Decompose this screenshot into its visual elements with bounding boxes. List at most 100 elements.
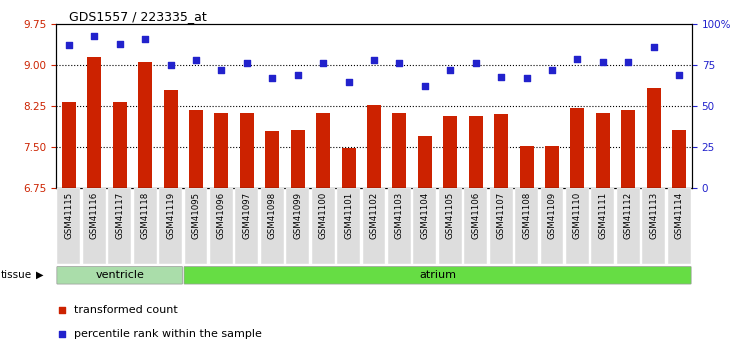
Point xyxy=(215,67,227,73)
Text: GSM41099: GSM41099 xyxy=(293,192,302,239)
Bar xyxy=(316,113,330,188)
Text: GSM41098: GSM41098 xyxy=(268,192,277,239)
Text: GSM41109: GSM41109 xyxy=(548,192,557,239)
Bar xyxy=(469,116,482,188)
FancyBboxPatch shape xyxy=(236,188,258,264)
Point xyxy=(546,67,558,73)
Text: ▶: ▶ xyxy=(36,270,43,280)
FancyBboxPatch shape xyxy=(465,188,487,264)
Text: GSM41095: GSM41095 xyxy=(191,192,200,239)
Text: GSM41117: GSM41117 xyxy=(115,192,124,239)
Bar xyxy=(266,131,279,188)
Point xyxy=(368,58,380,63)
Bar xyxy=(494,114,508,188)
Text: GDS1557 / 223335_at: GDS1557 / 223335_at xyxy=(69,10,206,23)
Text: GSM41110: GSM41110 xyxy=(573,192,582,239)
FancyBboxPatch shape xyxy=(159,188,182,264)
Point xyxy=(317,61,329,66)
Point xyxy=(267,0,279,5)
Point xyxy=(139,36,151,42)
FancyBboxPatch shape xyxy=(134,188,156,264)
FancyBboxPatch shape xyxy=(312,188,334,264)
Point xyxy=(495,74,507,79)
Text: GSM41114: GSM41114 xyxy=(675,192,684,239)
Bar xyxy=(164,90,177,188)
Text: GSM41103: GSM41103 xyxy=(395,192,404,239)
Bar xyxy=(545,146,559,188)
Text: GSM41119: GSM41119 xyxy=(166,192,175,239)
Text: GSM41097: GSM41097 xyxy=(242,192,251,239)
FancyBboxPatch shape xyxy=(490,188,512,264)
Text: GSM41100: GSM41100 xyxy=(319,192,328,239)
Point xyxy=(63,43,75,48)
Point xyxy=(470,61,482,66)
Bar xyxy=(520,146,533,188)
FancyBboxPatch shape xyxy=(185,188,207,264)
Text: GSM41104: GSM41104 xyxy=(420,192,429,239)
FancyBboxPatch shape xyxy=(57,267,183,284)
Text: tissue: tissue xyxy=(1,270,32,280)
FancyBboxPatch shape xyxy=(261,188,283,264)
Text: GSM41101: GSM41101 xyxy=(344,192,353,239)
Text: GSM41106: GSM41106 xyxy=(471,192,480,239)
Bar xyxy=(342,148,355,188)
FancyBboxPatch shape xyxy=(83,188,105,264)
Point xyxy=(571,56,583,61)
Point xyxy=(88,33,100,38)
FancyBboxPatch shape xyxy=(414,188,436,264)
Bar xyxy=(672,130,686,188)
Point xyxy=(266,76,278,81)
Bar xyxy=(622,110,635,188)
Point xyxy=(597,59,609,65)
Text: GSM41105: GSM41105 xyxy=(446,192,455,239)
Point xyxy=(267,218,279,224)
Point xyxy=(241,61,253,66)
Point xyxy=(444,67,456,73)
Bar xyxy=(596,113,610,188)
Bar xyxy=(571,108,584,188)
Text: GSM41116: GSM41116 xyxy=(90,192,99,239)
Point xyxy=(673,72,685,78)
FancyBboxPatch shape xyxy=(515,188,538,264)
FancyBboxPatch shape xyxy=(210,188,233,264)
Point xyxy=(622,59,634,65)
Point xyxy=(343,79,355,84)
Point xyxy=(114,41,126,47)
Text: transformed count: transformed count xyxy=(73,305,177,315)
Bar xyxy=(62,102,76,188)
Point xyxy=(190,58,202,63)
FancyBboxPatch shape xyxy=(566,188,589,264)
Bar xyxy=(444,116,457,188)
Text: GSM41113: GSM41113 xyxy=(649,192,658,239)
Point xyxy=(521,76,533,81)
Text: ventricle: ventricle xyxy=(95,270,144,280)
Bar xyxy=(189,110,203,188)
FancyBboxPatch shape xyxy=(184,267,691,284)
Text: GSM41118: GSM41118 xyxy=(141,192,150,239)
Bar xyxy=(215,113,228,188)
Text: percentile rank within the sample: percentile rank within the sample xyxy=(73,329,262,339)
Text: GSM41096: GSM41096 xyxy=(217,192,226,239)
Bar xyxy=(367,105,381,188)
FancyBboxPatch shape xyxy=(337,188,360,264)
Text: GSM41107: GSM41107 xyxy=(497,192,506,239)
FancyBboxPatch shape xyxy=(668,188,690,264)
FancyBboxPatch shape xyxy=(58,188,80,264)
Text: GSM41112: GSM41112 xyxy=(624,192,633,239)
Bar xyxy=(393,113,406,188)
Point xyxy=(419,84,431,89)
Bar xyxy=(138,62,152,188)
FancyBboxPatch shape xyxy=(388,188,411,264)
FancyBboxPatch shape xyxy=(617,188,640,264)
Point xyxy=(393,61,405,66)
Bar xyxy=(418,136,432,188)
Bar xyxy=(291,130,304,188)
FancyBboxPatch shape xyxy=(286,188,309,264)
FancyBboxPatch shape xyxy=(108,188,131,264)
Point xyxy=(292,72,304,78)
Text: GSM41115: GSM41115 xyxy=(64,192,73,239)
Point xyxy=(165,62,177,68)
FancyBboxPatch shape xyxy=(439,188,462,264)
Text: GSM41108: GSM41108 xyxy=(522,192,531,239)
Text: atrium: atrium xyxy=(419,270,456,280)
